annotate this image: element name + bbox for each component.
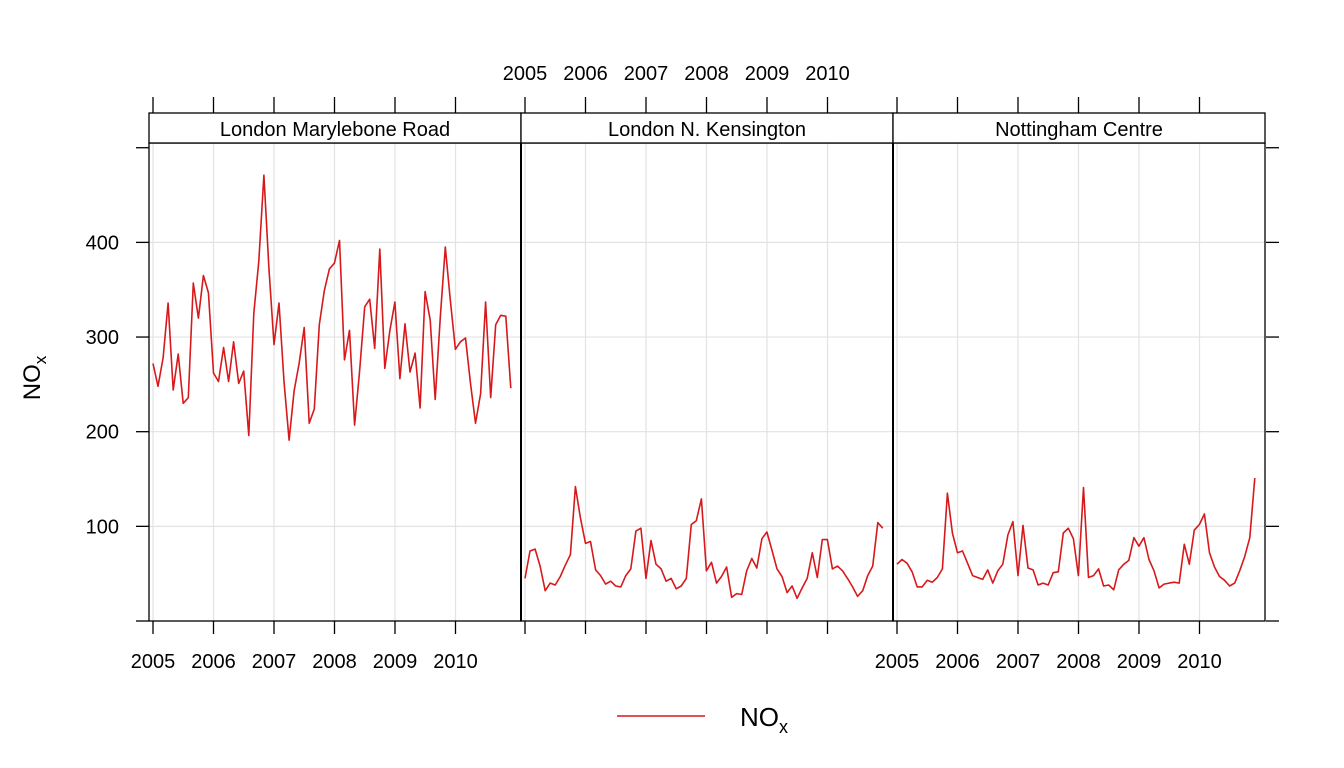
x-tick-label-top: 2008 — [684, 63, 729, 85]
x-tick-label-top: 2005 — [503, 63, 548, 85]
panel-strip-label: London N. Kensington — [608, 119, 806, 141]
y-axis-title-subscript: x — [31, 355, 50, 364]
nox-series-line — [524, 485, 884, 600]
panel-strip-label: London Marylebone Road — [220, 119, 450, 141]
grid-layer — [149, 143, 1265, 621]
series-layer — [152, 174, 1256, 600]
y-axis-title: NOx — [19, 355, 50, 400]
y-tick-label: 400 — [86, 232, 119, 254]
y-tick-label: 100 — [86, 516, 119, 538]
x-tick-label-bottom: 2005 — [875, 651, 920, 673]
y-tick-label: 300 — [86, 327, 119, 349]
y-tick-label: 200 — [86, 422, 119, 444]
legend-label-base: NO — [740, 702, 779, 732]
axis-layer: 100 200 300 400 2005 2006 2007 2008 2009 2010 2005… — [86, 63, 1279, 673]
x-tick-label-bottom: 2008 — [312, 651, 357, 673]
x-tick-label-bottom: 2005 — [131, 651, 176, 673]
legend: NOx — [617, 702, 788, 737]
legend-label-subscript: x — [779, 717, 788, 737]
x-tick-label-top: 2010 — [805, 63, 850, 85]
x-tick-label-bottom: 2009 — [373, 651, 418, 673]
y-axis-title-base: NO — [19, 364, 46, 400]
x-tick-label-top: 2007 — [624, 63, 669, 85]
frame-layer: London Marylebone Road London N. Kensingt… — [148, 112, 1266, 622]
x-tick-label-bottom: 2006 — [191, 651, 236, 673]
x-tick-label-top: 2006 — [563, 63, 608, 85]
x-tick-label-bottom: 2007 — [996, 651, 1041, 673]
x-tick-label-bottom: 2006 — [935, 651, 980, 673]
x-tick-label-bottom: 2009 — [1117, 651, 1162, 673]
nox-series-line — [896, 478, 1256, 591]
panel-strip — [520, 112, 894, 144]
panel-strip — [892, 112, 1266, 144]
x-tick-label-bottom: 2008 — [1056, 651, 1101, 673]
x-tick-label-top: 2009 — [745, 63, 790, 85]
panel-strip-label: Nottingham Centre — [995, 119, 1163, 141]
nox-series-line — [152, 174, 512, 442]
legend-label: NOx — [740, 702, 788, 737]
x-tick-label-bottom: 2010 — [1177, 651, 1222, 673]
x-tick-label-bottom: 2007 — [252, 651, 297, 673]
x-tick-label-bottom: 2010 — [433, 651, 478, 673]
